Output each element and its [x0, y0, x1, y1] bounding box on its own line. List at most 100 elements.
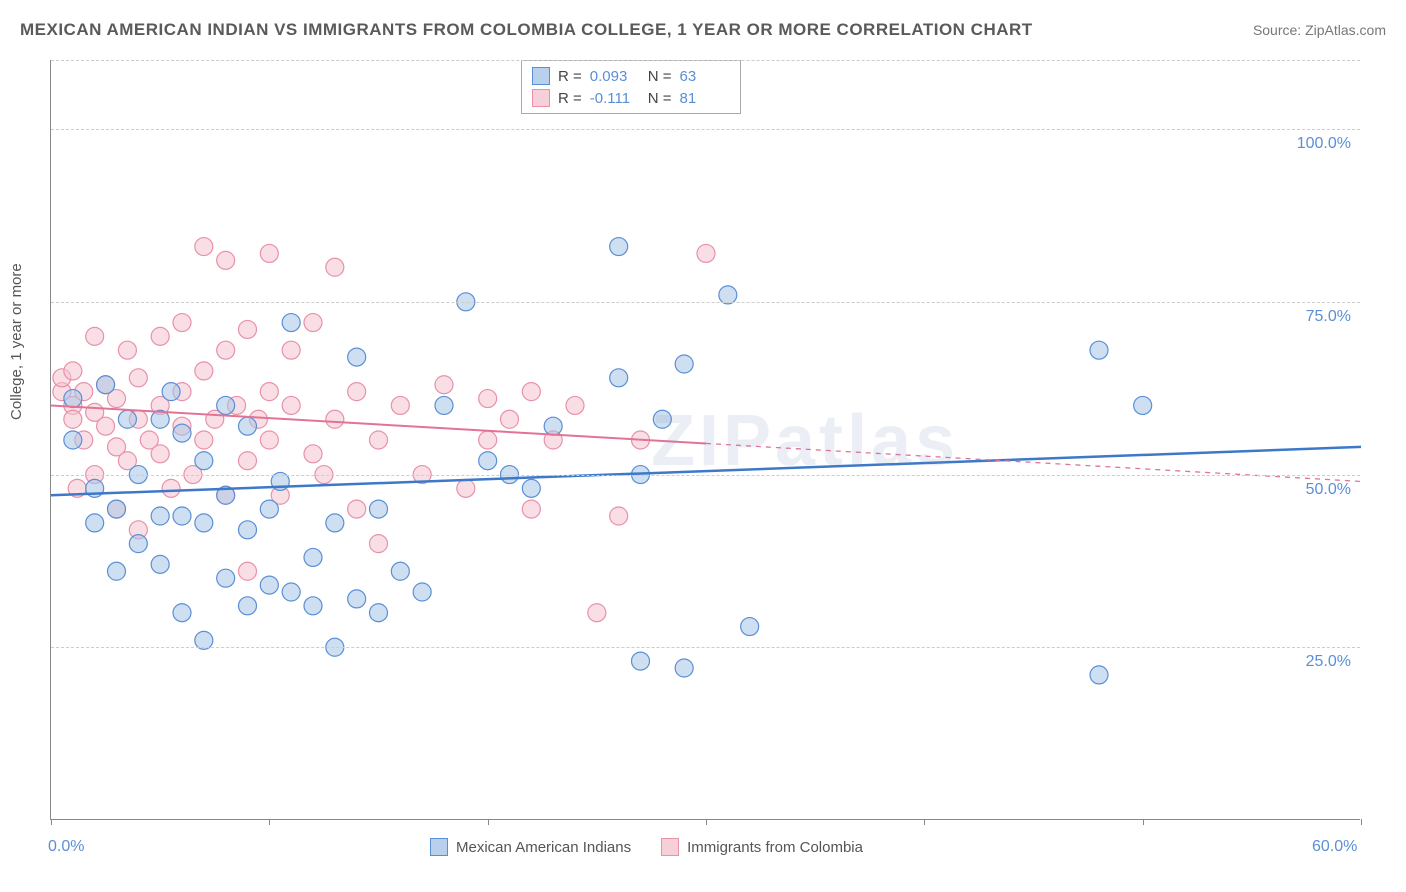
gridline-h — [51, 129, 1360, 130]
data-point — [118, 410, 136, 428]
data-point — [457, 479, 475, 497]
data-point — [522, 383, 540, 401]
data-point — [64, 431, 82, 449]
data-point — [260, 383, 278, 401]
y-axis-title: College, 1 year or more — [8, 263, 25, 420]
data-point — [239, 597, 257, 615]
data-point — [64, 410, 82, 428]
correlation-legend: R = 0.093 N = 63 R = -0.111 N = 81 — [521, 60, 741, 114]
data-point — [501, 410, 519, 428]
data-point — [370, 604, 388, 622]
data-point — [348, 590, 366, 608]
y-tick-label: 25.0% — [1291, 653, 1351, 671]
chart-container: MEXICAN AMERICAN INDIAN VS IMMIGRANTS FR… — [0, 0, 1406, 892]
data-point — [610, 507, 628, 525]
series-legend: Mexican American Indians Immigrants from … — [430, 838, 863, 856]
gridline-h — [51, 475, 1360, 476]
data-point — [304, 597, 322, 615]
data-point — [162, 383, 180, 401]
data-point — [610, 369, 628, 387]
x-tick — [1143, 819, 1144, 825]
x-tick — [706, 819, 707, 825]
chart-title: MEXICAN AMERICAN INDIAN VS IMMIGRANTS FR… — [20, 20, 1033, 40]
data-point — [151, 445, 169, 463]
data-point — [479, 431, 497, 449]
legend-swatch — [532, 89, 550, 107]
data-point — [173, 507, 191, 525]
legend-swatch — [532, 67, 550, 85]
data-point — [217, 569, 235, 587]
data-point — [413, 583, 431, 601]
legend-n-value: 81 — [680, 90, 730, 107]
data-point — [217, 251, 235, 269]
data-point — [86, 514, 104, 532]
data-point — [566, 396, 584, 414]
data-point — [64, 390, 82, 408]
x-tick — [488, 819, 489, 825]
gridline-h — [51, 647, 1360, 648]
data-point — [544, 417, 562, 435]
data-point — [522, 479, 540, 497]
data-point — [282, 583, 300, 601]
data-point — [348, 383, 366, 401]
data-point — [370, 431, 388, 449]
x-tick-label: 0.0% — [48, 838, 84, 856]
data-point — [391, 562, 409, 580]
data-point — [282, 314, 300, 332]
legend-r-value: -0.111 — [590, 90, 640, 107]
x-tick-label: 60.0% — [1312, 838, 1357, 856]
legend-series-name: Immigrants from Colombia — [687, 839, 863, 856]
x-tick — [269, 819, 270, 825]
data-point — [217, 396, 235, 414]
legend-swatch — [430, 838, 448, 856]
legend-series-name: Mexican American Indians — [456, 839, 631, 856]
data-point — [610, 238, 628, 256]
data-point — [173, 604, 191, 622]
data-point — [86, 327, 104, 345]
data-point — [370, 500, 388, 518]
y-tick-label: 100.0% — [1291, 135, 1351, 153]
data-point — [173, 424, 191, 442]
gridline-h — [51, 302, 1360, 303]
gridline-h — [51, 60, 1360, 61]
data-point — [162, 479, 180, 497]
data-point — [195, 431, 213, 449]
data-point — [260, 500, 278, 518]
trend-line-dashed — [706, 443, 1361, 481]
data-point — [632, 652, 650, 670]
data-point — [129, 369, 147, 387]
data-point — [97, 417, 115, 435]
data-point — [348, 348, 366, 366]
data-point — [697, 244, 715, 262]
data-point — [195, 452, 213, 470]
data-point — [239, 562, 257, 580]
data-point — [1134, 396, 1152, 414]
data-point — [108, 562, 126, 580]
legend-r-label: R = — [558, 90, 582, 107]
data-point — [151, 507, 169, 525]
data-point — [479, 452, 497, 470]
legend-row: R = 0.093 N = 63 — [532, 65, 730, 87]
x-tick — [924, 819, 925, 825]
data-point — [326, 258, 344, 276]
data-point — [653, 410, 671, 428]
y-tick-label: 50.0% — [1291, 481, 1351, 499]
legend-row: R = -0.111 N = 81 — [532, 87, 730, 109]
data-point — [282, 396, 300, 414]
data-point — [304, 548, 322, 566]
data-point — [391, 396, 409, 414]
data-point — [260, 244, 278, 262]
data-point — [195, 238, 213, 256]
data-point — [348, 500, 366, 518]
data-point — [522, 500, 540, 518]
data-point — [675, 355, 693, 373]
data-point — [326, 410, 344, 428]
legend-n-value: 63 — [680, 68, 730, 85]
data-point — [239, 417, 257, 435]
legend-r-value: 0.093 — [590, 68, 640, 85]
x-tick — [51, 819, 52, 825]
data-point — [675, 659, 693, 677]
data-point — [217, 341, 235, 359]
data-point — [195, 362, 213, 380]
data-point — [435, 376, 453, 394]
